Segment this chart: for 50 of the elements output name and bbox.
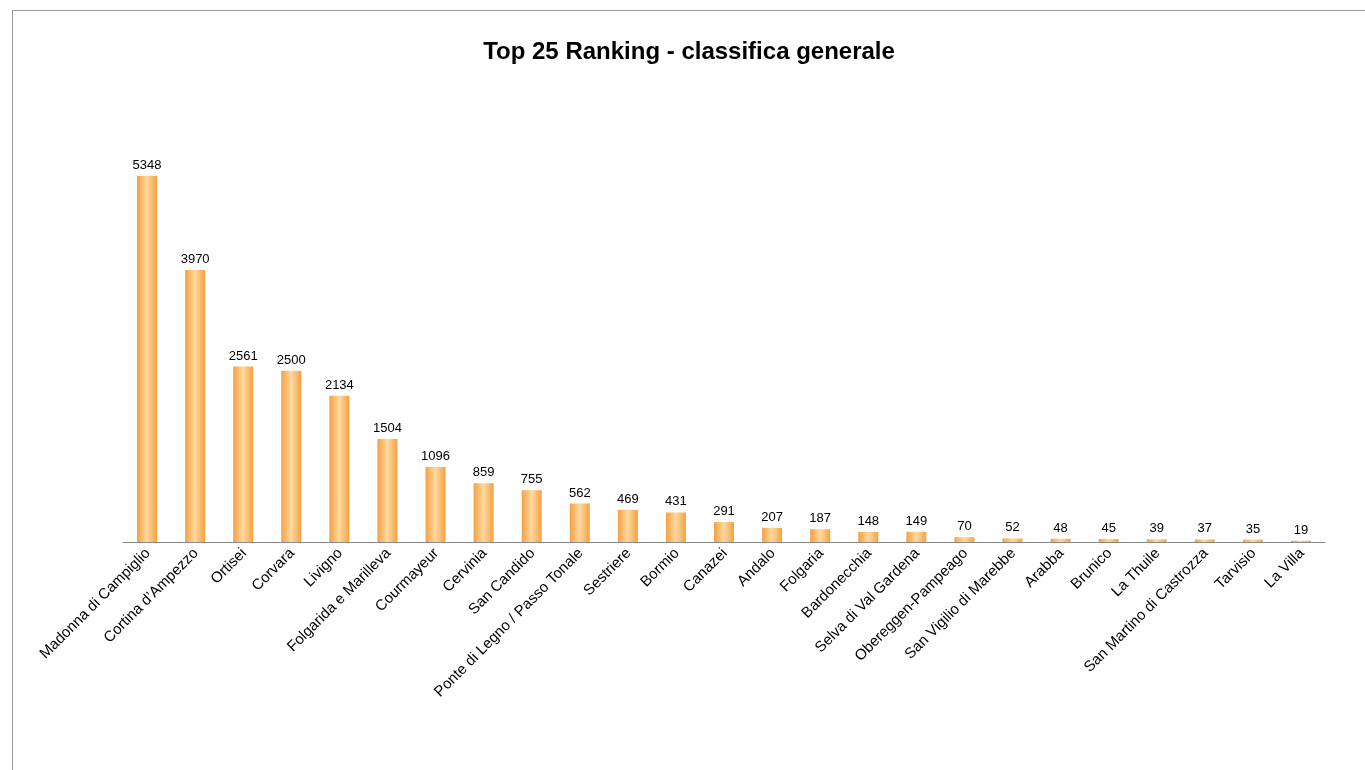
bar	[617, 509, 638, 542]
data-label: 48	[1053, 519, 1068, 535]
bar	[714, 522, 734, 542]
data-label: 562	[568, 484, 591, 500]
data-label: 39	[1149, 520, 1164, 536]
bar	[473, 483, 494, 542]
data-label: 187	[809, 510, 832, 526]
data-label: 1504	[372, 419, 402, 435]
data-label: 35	[1245, 520, 1261, 536]
bar	[569, 503, 590, 542]
data-label: 431	[665, 493, 687, 509]
bar	[954, 537, 975, 542]
data-label: 469	[616, 490, 639, 506]
data-label: 2134	[324, 376, 354, 392]
data-label: 5348	[132, 156, 162, 172]
bar	[521, 490, 542, 542]
bar	[185, 270, 206, 542]
bar	[137, 175, 158, 542]
bar	[1146, 539, 1167, 542]
data-label: 2500	[276, 351, 306, 367]
bar	[281, 370, 302, 542]
bar	[329, 395, 350, 542]
bar	[906, 531, 927, 542]
bar	[1002, 538, 1023, 542]
data-label: 2561	[228, 347, 258, 363]
bar	[1098, 538, 1119, 542]
data-label: 207	[761, 508, 783, 524]
bar	[233, 366, 254, 542]
data-label: 19	[1293, 521, 1309, 537]
x-tick-label: La Villa	[1260, 543, 1308, 591]
data-label: 149	[905, 512, 928, 528]
data-label: 1096	[421, 447, 450, 463]
data-label: 859	[472, 464, 495, 480]
data-label: 37	[1197, 520, 1213, 536]
bar	[810, 529, 831, 542]
bar	[858, 531, 879, 542]
data-label: 52	[1005, 519, 1020, 535]
data-label: 148	[857, 512, 880, 528]
bar	[762, 527, 783, 542]
bar	[425, 466, 446, 542]
data-label: 3970	[180, 251, 210, 267]
bar	[665, 512, 686, 542]
data-label: 45	[1101, 519, 1116, 535]
chart-title: Top 25 Ranking - classifica generale	[483, 36, 895, 64]
data-label: 291	[713, 503, 735, 519]
bar	[1194, 539, 1215, 542]
data-label: 70	[957, 518, 972, 534]
bar	[1050, 538, 1071, 542]
bar	[377, 438, 398, 542]
data-label: 755	[520, 471, 543, 487]
